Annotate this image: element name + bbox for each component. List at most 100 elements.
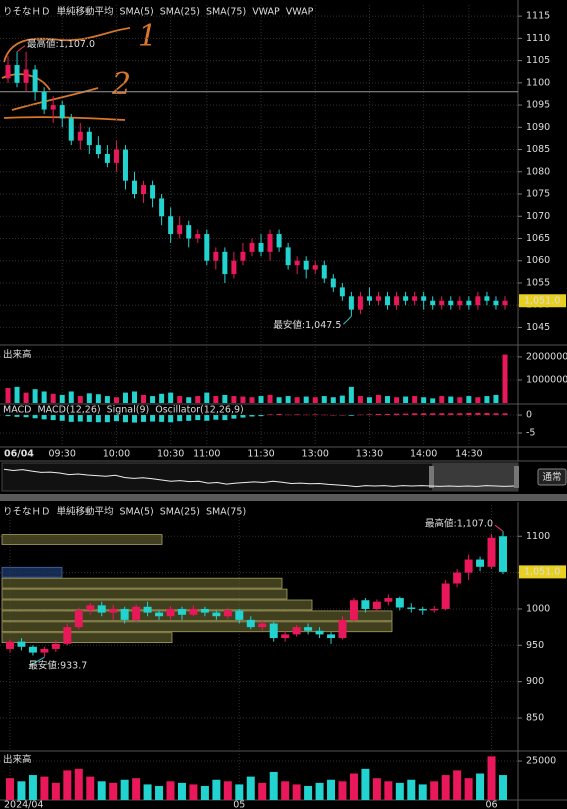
candle-body xyxy=(122,149,128,181)
volume-bar xyxy=(276,397,282,403)
oscillator-bar xyxy=(421,413,427,416)
oscillator-bar xyxy=(430,413,436,416)
candle-body xyxy=(240,251,246,261)
last-price-label: 1,051.0 xyxy=(524,295,560,306)
oscillator-bar xyxy=(195,415,201,421)
volume-bar xyxy=(267,394,273,403)
volume-bar xyxy=(77,396,83,403)
volume-bar xyxy=(330,397,336,403)
oscillator-bar xyxy=(122,415,128,423)
scribble xyxy=(11,87,99,111)
candle-body xyxy=(41,91,47,110)
candle-body xyxy=(231,260,237,275)
volume-bar xyxy=(168,392,174,403)
candle-body xyxy=(222,251,228,275)
candle-body xyxy=(330,278,336,288)
oscillator-bar xyxy=(484,412,490,416)
volume-bar xyxy=(159,393,165,403)
candle-body xyxy=(439,300,445,306)
candle-body xyxy=(475,296,481,306)
candle-body xyxy=(304,627,313,631)
volume-bar xyxy=(204,392,210,403)
volume-bar xyxy=(104,396,110,403)
volume-bar xyxy=(315,782,324,800)
volume-bar xyxy=(223,781,232,800)
legend-label: SMA(75) xyxy=(206,507,246,518)
oscillator-bar xyxy=(23,415,29,418)
candle-body xyxy=(348,296,354,310)
volume-bar xyxy=(441,775,450,800)
volume-bar xyxy=(487,756,496,800)
legend-label: Oscillator(12,26,9) xyxy=(155,405,244,416)
candle-body xyxy=(17,641,26,647)
candle-body xyxy=(86,605,95,611)
oscillator-bar xyxy=(294,414,300,416)
candle-body xyxy=(276,234,282,248)
candle-body xyxy=(493,300,499,306)
candle-body xyxy=(430,608,439,611)
volume-bar xyxy=(28,775,37,800)
oscillator-bar xyxy=(457,413,463,416)
volume-bar xyxy=(484,396,490,403)
volume-bar xyxy=(394,397,400,403)
legend-label: 出来高 xyxy=(3,349,32,361)
navigator-line xyxy=(3,468,515,488)
candle-body xyxy=(338,619,347,639)
legend-label: VWAP xyxy=(252,7,280,18)
x-tick-label: 10:00 xyxy=(103,449,130,460)
candle-body xyxy=(292,627,301,635)
candle-body xyxy=(223,610,232,617)
oscillator-bar xyxy=(403,413,409,416)
navigator-handle[interactable] xyxy=(429,466,434,488)
volume-bar xyxy=(349,773,358,800)
low-label: 最安値:1,047.5 xyxy=(273,319,341,331)
view-button[interactable] xyxy=(537,468,567,486)
y-tick-label: 1085 xyxy=(526,144,550,155)
y-tick-label: 1055 xyxy=(526,277,550,288)
volume-bar xyxy=(412,396,418,403)
candle-body xyxy=(113,149,119,163)
volume-bar xyxy=(475,397,481,403)
volume-profile-bar xyxy=(1,566,63,578)
volume-bar xyxy=(212,779,221,800)
oscillator-bar xyxy=(267,414,273,416)
oscillator-bar xyxy=(303,414,309,416)
scribble xyxy=(3,116,126,121)
oscillator-bar xyxy=(385,413,391,416)
volume-bar xyxy=(86,776,95,800)
handwritten-note: 2 xyxy=(111,67,131,102)
legend-label: 出来高 xyxy=(3,754,32,766)
candle-body xyxy=(357,296,363,310)
oscillator-bar xyxy=(95,415,101,423)
candle-body xyxy=(177,608,186,615)
oscillator-bar xyxy=(41,415,47,420)
oscillator-bar xyxy=(14,415,20,417)
annotation-arrow xyxy=(16,45,26,53)
candle-body xyxy=(6,641,14,649)
x-tick-label: 14:00 xyxy=(410,449,437,460)
volume-bar xyxy=(166,781,175,800)
candle-body xyxy=(235,610,244,620)
candle-body xyxy=(476,559,485,567)
oscillator-bar xyxy=(366,414,372,416)
candle-body xyxy=(421,296,427,301)
y-tick-label: 1000 xyxy=(526,603,550,614)
volume-bar xyxy=(502,354,508,403)
x-tick-label: 09:30 xyxy=(49,449,76,460)
volume-bar xyxy=(50,393,56,403)
candle-body xyxy=(177,225,183,235)
candle-body xyxy=(246,619,255,628)
volume-bar xyxy=(235,784,244,800)
oscillator-bar xyxy=(113,415,119,422)
oscillator-bar xyxy=(86,415,92,422)
candle-body xyxy=(384,598,393,602)
y-tick-label: 2000000 xyxy=(526,351,567,362)
view-button-label[interactable]: 通常 xyxy=(542,471,561,483)
legend-label: Signal(9) xyxy=(107,405,150,416)
y-tick-label: -5 xyxy=(526,428,535,439)
oscillator-bar xyxy=(276,413,282,416)
volume-profile-bar xyxy=(1,599,313,611)
navigator-handle[interactable] xyxy=(514,466,519,488)
volume-bar xyxy=(222,394,228,403)
